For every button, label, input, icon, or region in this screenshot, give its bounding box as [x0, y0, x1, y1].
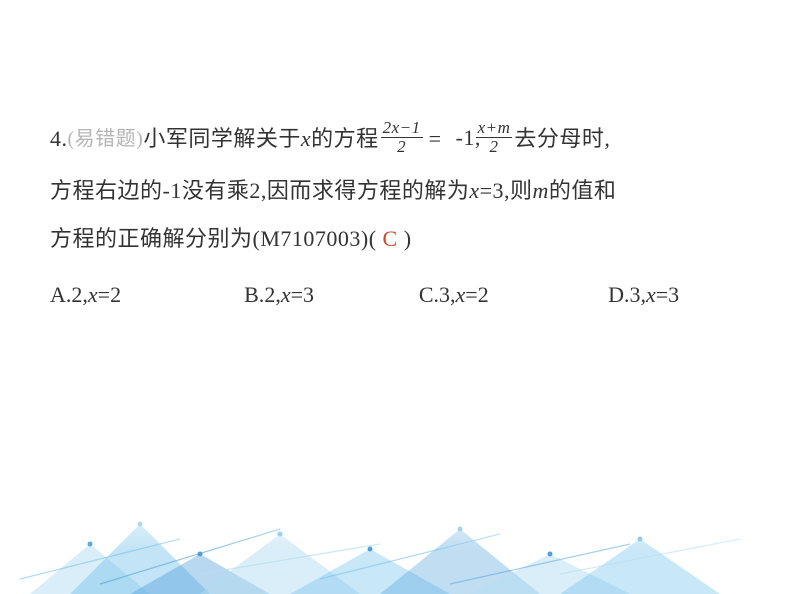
minus-one-overlay: -1, — [456, 126, 481, 149]
variable-m: m — [533, 178, 549, 203]
fraction-denominator: 2 — [487, 138, 500, 156]
answer-options: A.2,x=2 B.2,x=3 C.3,x=2 D.3,x=3 — [50, 282, 744, 308]
option-text: 2, — [264, 282, 281, 307]
variable-x: x — [281, 282, 291, 307]
text-segment: 的方程 — [311, 115, 379, 163]
option-text: 3, — [630, 282, 647, 307]
option-text: =3 — [291, 282, 314, 307]
option-letter: B. — [244, 282, 264, 307]
option-text: =2 — [98, 282, 121, 307]
background-decoration — [0, 484, 794, 594]
variable-x: x — [469, 178, 479, 203]
text-segment: 小军同学解关于 — [143, 115, 301, 163]
answer-letter: C — [383, 226, 398, 251]
option-letter: D. — [608, 282, 629, 307]
question-line-2: 方程右边的-1没有乘2,因而求得方程的解为x=3,则m的值和 — [50, 167, 744, 215]
fraction-numerator: 2x−1 — [381, 119, 423, 138]
fraction-denominator: 2 — [395, 138, 408, 156]
text-segment: 的值和 — [549, 178, 617, 203]
option-letter: A. — [50, 282, 71, 307]
text-segment: ) — [404, 226, 412, 251]
option-a: A.2,x=2 — [50, 282, 244, 308]
question-content: 4. (易错题) 小军同学解关于 x 的方程 2x−1 2 = -1, x+m … — [50, 115, 744, 308]
text-segment: 去分母时, — [514, 115, 610, 163]
variable-x: x — [301, 115, 311, 163]
equals-sign: = — [429, 115, 442, 163]
variable-x: x — [456, 282, 466, 307]
question-number: 4. — [50, 115, 68, 163]
fraction-1: 2x−1 2 — [381, 119, 423, 156]
option-d: D.3,x=3 — [608, 282, 744, 308]
decoration-svg — [0, 484, 794, 594]
question-line-1: 4. (易错题) 小军同学解关于 x 的方程 2x−1 2 = -1, x+m … — [50, 115, 744, 163]
option-b: B.2,x=3 — [244, 282, 419, 308]
option-text: =2 — [465, 282, 488, 307]
option-text: =3 — [656, 282, 679, 307]
question-tag: (易错题) — [68, 117, 144, 161]
option-letter: C. — [419, 282, 439, 307]
option-c: C.3,x=2 — [419, 282, 608, 308]
text-segment: 方程的正确解分别为(M7107003)( — [50, 226, 377, 251]
option-text: 2, — [71, 282, 88, 307]
text-segment: =3,则 — [480, 178, 533, 203]
option-text: 3, — [439, 282, 456, 307]
question-line-3: 方程的正确解分别为(M7107003)(C) — [50, 215, 744, 263]
variable-x: x — [646, 282, 656, 307]
fraction-numerator: x+m — [476, 119, 513, 138]
fraction-2: -1, x+m 2 — [476, 119, 513, 156]
text-segment: 方程右边的-1没有乘2,因而求得方程的解为 — [50, 178, 469, 203]
variable-x: x — [88, 282, 98, 307]
